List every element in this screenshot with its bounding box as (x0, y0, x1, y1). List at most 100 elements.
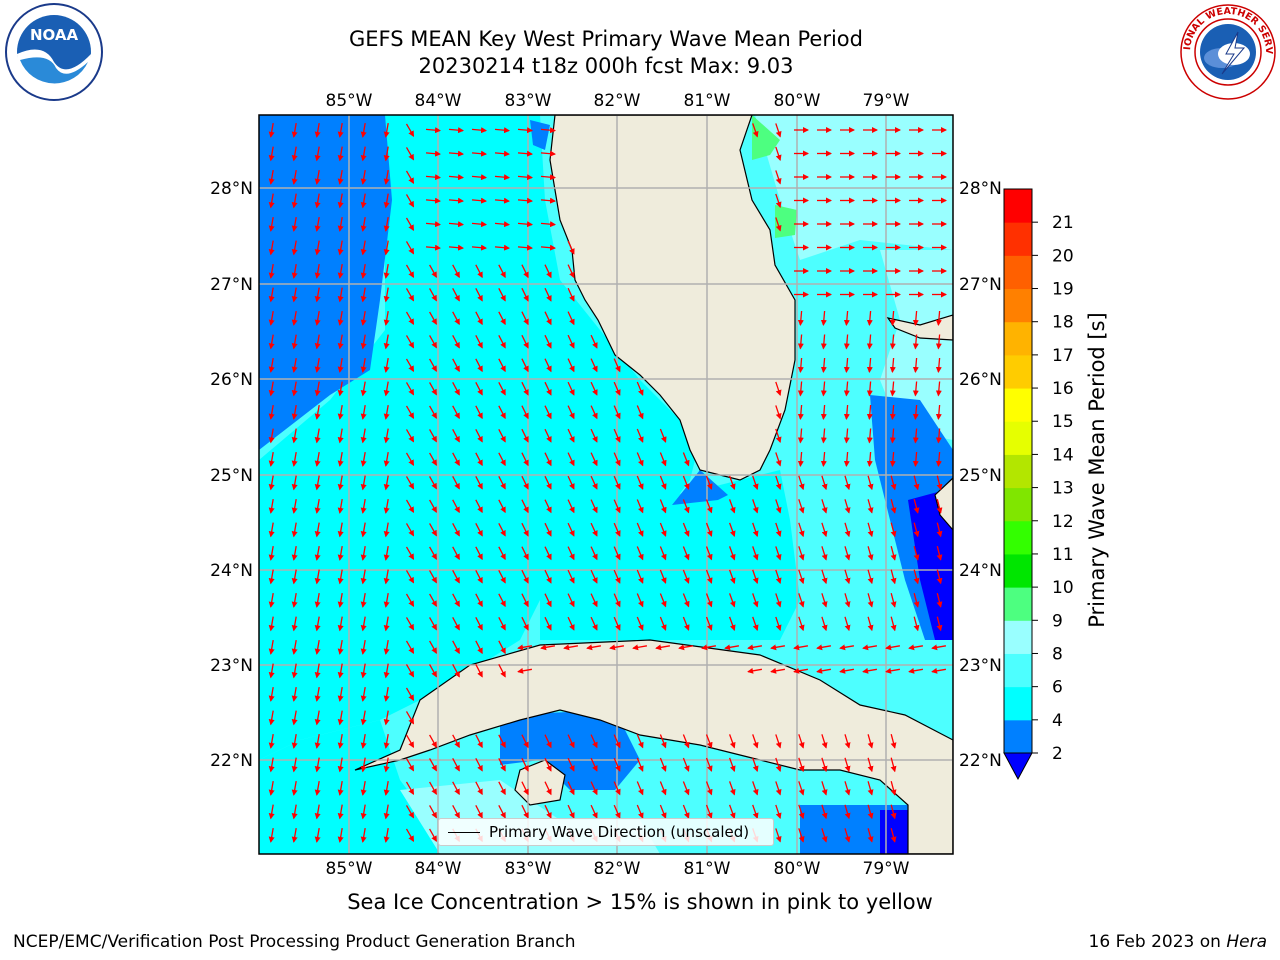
wave-arrow (843, 334, 850, 350)
colorbar-segment (1004, 421, 1032, 455)
wave-arrow (844, 522, 851, 538)
wave-arrow (337, 569, 344, 585)
wave-arrow (314, 357, 321, 373)
wave-arrow (405, 593, 415, 607)
wave-arrow (448, 197, 464, 204)
wave-arrow (844, 499, 851, 514)
wave-arrow (314, 169, 321, 185)
wave-arrow (475, 264, 483, 279)
wave-arrow (471, 197, 487, 204)
colorbar-segment (1004, 321, 1032, 356)
wave-arrow (935, 310, 942, 326)
wave-arrow (314, 663, 321, 679)
wave-arrow (268, 592, 275, 608)
wave-arrow (383, 169, 390, 185)
wave-arrow (498, 664, 506, 678)
wave-arrow (383, 545, 390, 561)
wave-arrow (268, 381, 275, 397)
wave-arrow (820, 381, 827, 397)
wave-arrow (793, 644, 809, 651)
wave-arrow (636, 569, 644, 584)
wave-arrow (747, 667, 763, 674)
lon-label: 84°W (415, 91, 462, 111)
wave-arrow (268, 428, 275, 444)
colorbar-tick-label: 12 (1052, 512, 1074, 532)
wave-arrow (337, 122, 344, 138)
wave-arrow (752, 569, 759, 585)
wave-arrow (705, 522, 713, 537)
wave-arrow (405, 781, 415, 795)
wave-band-green-2 (775, 205, 797, 238)
wave-arrow (866, 428, 873, 444)
wave-arrow (360, 310, 367, 326)
wave-arrow (659, 546, 667, 561)
wave-arrow (752, 522, 759, 538)
colorbar-tick-label: 16 (1052, 379, 1074, 399)
wave-arrow (360, 240, 367, 256)
wave-arrow (885, 644, 901, 651)
wave-arrow (314, 545, 321, 561)
wave-arrow (775, 569, 782, 585)
wave-arrow (360, 592, 367, 608)
wave-arrow (908, 667, 924, 674)
wave-arrow (291, 428, 298, 444)
wave-arrow (405, 288, 415, 302)
wave-band-under-se (880, 810, 908, 854)
wave-arrow (659, 452, 667, 467)
wave-arrow (429, 499, 437, 513)
wave-arrow (337, 381, 344, 397)
wave-arrow (844, 616, 851, 632)
wave-arrow (498, 546, 506, 561)
wave-arrow (314, 827, 321, 843)
wave-arrow (890, 475, 897, 491)
wave-arrow (360, 780, 367, 796)
wave-arrow (843, 381, 850, 397)
wave-arrow (613, 522, 621, 537)
wave-arrow (521, 546, 529, 561)
wave-arrow (797, 404, 804, 420)
wave-arrow (475, 499, 483, 514)
wave-arrow (798, 522, 805, 538)
wave-arrow (360, 710, 367, 726)
wave-arrow (590, 358, 598, 373)
wave-arrow (314, 216, 321, 232)
wave-arrow (291, 310, 298, 326)
wave-arrow (314, 310, 321, 326)
wave-arrow (521, 616, 529, 631)
wave-arrow (659, 593, 667, 608)
wave-arrow (913, 522, 920, 538)
wave-arrow (405, 358, 415, 372)
wave-arrow (498, 781, 506, 796)
wave-arrow (682, 546, 690, 561)
wave-arrow (475, 758, 483, 772)
wave-arrow (728, 616, 736, 632)
colorbar-tick-label: 6 (1052, 678, 1063, 698)
wave-arrow (475, 452, 483, 467)
colorbar-segment (1004, 388, 1032, 422)
colorbar-segment (1004, 587, 1032, 621)
map-area (259, 115, 953, 854)
wave-arrow (475, 523, 483, 537)
wave-arrow (471, 221, 487, 228)
wave-arrow (360, 146, 367, 162)
wave-arrow (797, 381, 804, 397)
lat-label: 24°N (959, 561, 1002, 581)
wave-arrow (314, 381, 321, 397)
wave-band-green (752, 115, 780, 160)
wave-arrow (890, 593, 897, 608)
wave-arrow (405, 311, 415, 325)
wave-arrow (498, 358, 506, 373)
wave-arrow (567, 452, 575, 467)
wave-arrow (383, 710, 390, 726)
wave-arrow (383, 240, 390, 256)
wave-arrow (775, 170, 782, 185)
wave-arrow (867, 616, 874, 632)
wave-arrow (752, 499, 759, 514)
wave-arrow (291, 381, 298, 397)
wave-arrow (314, 569, 321, 585)
wave-arrow (291, 780, 298, 796)
wave-arrow (452, 311, 460, 326)
wave-arrow (659, 522, 667, 537)
wave-arrow (268, 522, 275, 538)
wave-arrow (540, 197, 556, 204)
